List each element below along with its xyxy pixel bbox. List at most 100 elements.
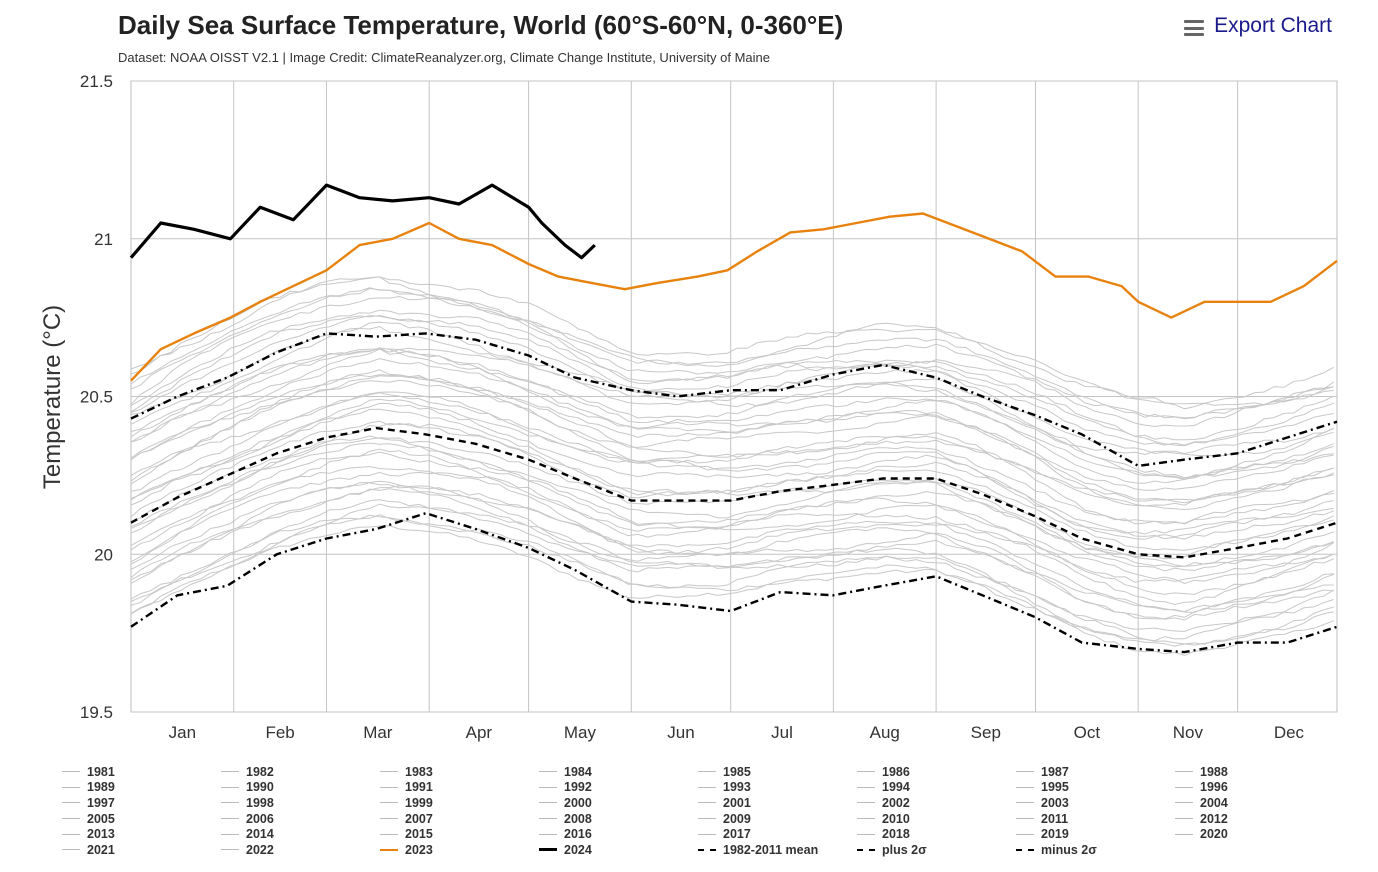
legend-swatch: [1175, 771, 1193, 773]
legend-item-2016[interactable]: 2016: [539, 826, 698, 842]
legend-item-1995[interactable]: 1995: [1016, 780, 1175, 796]
year-line-1985: [130, 499, 1334, 632]
legend-item-2015[interactable]: 2015: [380, 826, 539, 842]
legend-label: 2023: [405, 842, 433, 857]
year-line-1997: [130, 422, 1334, 560]
legend-swatch: [1175, 802, 1193, 804]
legend-item-2023[interactable]: 2023: [380, 842, 539, 858]
legend-label: 1998: [246, 795, 274, 810]
legend-swatch: [698, 848, 716, 851]
legend-item-1981[interactable]: 1981: [62, 764, 221, 780]
legend-label: 1992: [564, 780, 592, 795]
legend-item-1992[interactable]: 1992: [539, 780, 698, 796]
year-line-2000: [130, 402, 1334, 540]
y-tick-label: 20: [94, 545, 113, 564]
legend-item-1996[interactable]: 1996: [1175, 780, 1334, 796]
legend-swatch: [221, 833, 239, 835]
legend-item-2018[interactable]: 2018: [857, 826, 1016, 842]
legend-swatch: [698, 818, 716, 820]
legend-item-1982-2011-mean[interactable]: 1982-2011 mean: [698, 842, 857, 858]
legend-item-2011[interactable]: 2011: [1016, 811, 1175, 827]
series-line-1982-2011-mean: [130, 426, 1338, 559]
series-line-2024: [129, 183, 596, 260]
legend-item-1988[interactable]: 1988: [1175, 764, 1334, 780]
legend-item-2022[interactable]: 2022: [221, 842, 380, 858]
export-chart-button[interactable]: Export Chart: [1184, 14, 1332, 38]
legend-swatch: [221, 786, 239, 788]
legend-swatch: [698, 833, 716, 835]
legend-item-minus-2-[interactable]: minus 2σ: [1016, 842, 1175, 858]
legend-swatch: [1016, 802, 1034, 804]
legend-item-1990[interactable]: 1990: [221, 780, 380, 796]
legend-swatch: [539, 818, 557, 820]
y-tick-label: 20.5: [80, 388, 113, 407]
legend-item-2009[interactable]: 2009: [698, 811, 857, 827]
legend-swatch: [698, 802, 716, 804]
legend-label: 1981: [87, 764, 115, 779]
legend-label: 2019: [1041, 827, 1069, 842]
legend-item-plus-2-[interactable]: plus 2σ: [857, 842, 1016, 858]
legend-item-1983[interactable]: 1983: [380, 764, 539, 780]
legend-item-2014[interactable]: 2014: [221, 826, 380, 842]
legend-item-2021[interactable]: 2021: [62, 842, 221, 858]
legend-label: 2014: [246, 827, 274, 842]
legend-item-2010[interactable]: 2010: [857, 811, 1016, 827]
legend-item-2002[interactable]: 2002: [857, 795, 1016, 811]
legend-swatch: [1016, 818, 1034, 820]
legend-item-2024[interactable]: 2024: [539, 842, 698, 858]
legend-item-1991[interactable]: 1991: [380, 780, 539, 796]
legend-item-1997[interactable]: 1997: [62, 795, 221, 811]
legend-item-2004[interactable]: 2004: [1175, 795, 1334, 811]
legend-label: 2011: [1041, 811, 1069, 826]
legend-item-2020[interactable]: 2020: [1175, 826, 1334, 842]
legend-swatch: [539, 833, 557, 835]
year-line-2005: [130, 369, 1334, 502]
legend-swatch: [698, 786, 716, 788]
x-tick-label: Jun: [667, 723, 694, 742]
year-line-1990: [130, 466, 1334, 595]
year-line-1999: [130, 408, 1334, 540]
legend-item-2007[interactable]: 2007: [380, 811, 539, 827]
legend-item-2008[interactable]: 2008: [539, 811, 698, 827]
legend-item-1984[interactable]: 1984: [539, 764, 698, 780]
legend-label: 1994: [882, 780, 910, 795]
legend-item-2019[interactable]: 2019: [1016, 826, 1175, 842]
legend-label: 1984: [564, 764, 592, 779]
legend-item-2017[interactable]: 2017: [698, 826, 857, 842]
legend-label: 1995: [1041, 780, 1069, 795]
year-line-2011: [130, 348, 1334, 479]
year-line-1996: [130, 437, 1334, 568]
legend-item-2003[interactable]: 2003: [1016, 795, 1175, 811]
legend-item-1985[interactable]: 1985: [698, 764, 857, 780]
legend-label: 2016: [564, 827, 592, 842]
legend-item-1999[interactable]: 1999: [380, 795, 539, 811]
legend-item-2005[interactable]: 2005: [62, 811, 221, 827]
legend-item-1998[interactable]: 1998: [221, 795, 380, 811]
year-line-1991: [130, 471, 1334, 606]
legend-item-1986[interactable]: 1986: [857, 764, 1016, 780]
legend-label: 1985: [723, 764, 751, 779]
legend-item-2001[interactable]: 2001: [698, 795, 857, 811]
legend-item-2000[interactable]: 2000: [539, 795, 698, 811]
legend-swatch: [380, 771, 398, 773]
legend-item-1993[interactable]: 1993: [698, 780, 857, 796]
legend-label: 2020: [1200, 827, 1228, 842]
legend-item-1982[interactable]: 1982: [221, 764, 380, 780]
legend-label: 1999: [405, 795, 433, 810]
legend-swatch: [380, 802, 398, 804]
legend-label: 1993: [723, 780, 751, 795]
x-tick-label: Oct: [1074, 723, 1101, 742]
legend-label: 2024: [564, 842, 592, 857]
legend-swatch: [221, 771, 239, 773]
year-line-1989: [130, 480, 1334, 613]
y-tick-label: 21.5: [80, 72, 113, 91]
legend-item-1987[interactable]: 1987: [1016, 764, 1175, 780]
legend-item-2013[interactable]: 2013: [62, 826, 221, 842]
legend-swatch: [857, 818, 875, 820]
legend-swatch: [1016, 771, 1034, 773]
legend-swatch: [62, 771, 80, 773]
legend-item-2012[interactable]: 2012: [1175, 811, 1334, 827]
legend-item-2006[interactable]: 2006: [221, 811, 380, 827]
legend-item-1989[interactable]: 1989: [62, 780, 221, 796]
legend-item-1994[interactable]: 1994: [857, 780, 1016, 796]
